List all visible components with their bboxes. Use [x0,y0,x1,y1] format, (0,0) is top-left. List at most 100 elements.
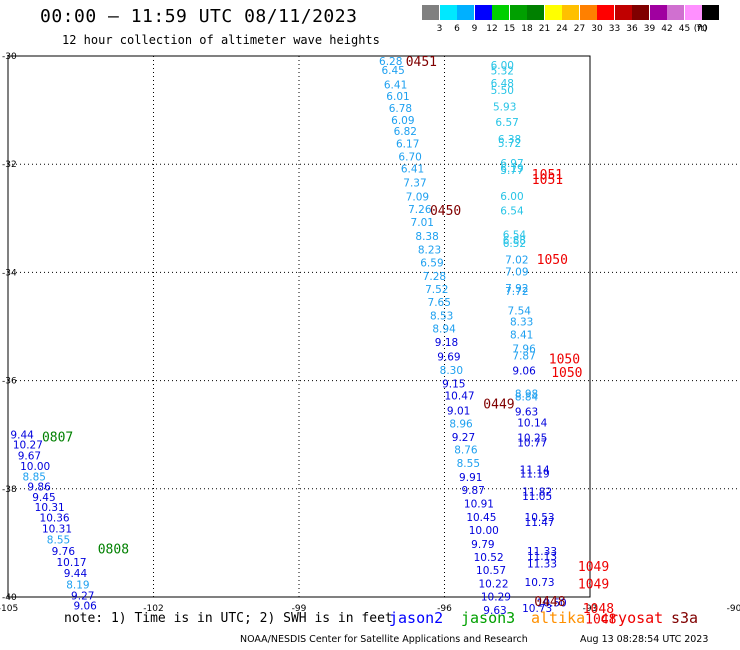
pass-time-label: 1051 [532,173,563,188]
wave-height-label: 8.98 [515,389,538,401]
wave-height-label: 10.57 [476,565,506,577]
wave-height-label: 6.41 [384,80,407,92]
legend-swatch [562,5,579,20]
wave-height-label: 6.57 [495,117,518,129]
wave-height-label: 9.79 [471,539,494,551]
wave-height-label: 5.77 [500,165,523,177]
legend-swatch [597,5,614,20]
wave-height-label: 8.94 [432,324,456,336]
y-tick-label: -30 [2,52,17,62]
wave-height-label: 8.96 [449,418,473,430]
legend-label: 21 [538,24,551,34]
wave-height-label: 8.41 [510,330,533,342]
pass-time-label: 0451 [406,55,437,70]
pass-time-label: 0450 [430,204,461,219]
wave-height-label: 10.00 [20,461,50,473]
wave-height-label: 11.13 [527,551,557,563]
wave-height-label: 10.53 [525,512,555,524]
wave-height-label: 10.17 [57,557,87,569]
wave-height-label: 8.55 [47,535,70,547]
legend-swatch [649,5,667,20]
page-title: 00:00 – 11:59 UTC 08/11/2023 [40,6,358,27]
wave-height-label: 9.06 [73,601,97,613]
y-tick-label: -34 [2,268,17,278]
wave-height-label: 7.54 [508,305,532,317]
wave-height-label: 7.02 [505,254,528,266]
wave-height-label: 9.44 [10,430,34,442]
wave-height-label: 5.50 [491,85,514,97]
wave-height-label: 9.06 [512,365,536,377]
legend-label: 18 [521,24,533,34]
legend-swatch [614,5,632,20]
footer-timestamp: Aug 13 08:28:54 UTC 2023 [580,634,709,645]
legend-swatch [439,5,457,20]
wave-height-label: 10.91 [464,498,494,510]
wave-height-label: 6.52 [503,238,526,250]
page-subtitle: 12 hour collection of altimeter wave hei… [62,33,380,47]
footer-note: note: 1) Time is in UTC; 2) SWH is in fe… [64,611,393,626]
wave-height-label: 7.87 [512,351,535,363]
wave-height-label: 5.93 [493,101,516,113]
legend-label: 42 [661,24,673,34]
satellite-legend-item: cryosat [600,609,664,627]
wave-height-label: 6.09 [391,115,414,127]
pass-time-label: 1050 [549,352,580,367]
wave-height-label: 8.84 [515,391,539,403]
legend-label: 6 [454,24,460,34]
wave-height-label: 6.19 [500,163,523,175]
wave-height-label: 6.59 [420,258,443,270]
pass-time-label: 0448 [534,595,565,610]
y-tick-label: -40 [2,593,17,603]
wave-height-label: 8.23 [418,245,441,257]
wave-height-label: 8.30 [440,365,463,377]
wave-height-label: 10.14 [517,417,547,429]
pass-time-label: 0807 [42,430,73,445]
wave-height-label: 9.76 [52,546,76,558]
x-tick-label: -99 [292,604,307,614]
wave-height-label: 5.32 [491,66,514,78]
wave-height-label: 10.52 [474,552,504,564]
wave-height-label: 11.19 [520,469,550,481]
wave-height-label: 6.70 [398,152,421,164]
wave-height-label: 7.37 [403,178,426,190]
legend-swatch [492,5,509,20]
wave-height-label: 11.47 [525,517,555,529]
x-tick-label: -96 [437,604,452,614]
wave-height-label: 10.45 [466,512,496,524]
legend-swatch [632,5,649,20]
satellite-legend-item: jason2 [389,609,444,627]
legend-label: 45 [678,24,691,34]
wave-height-label: 9.01 [447,405,470,417]
wave-height-label: 10.73 [525,577,555,589]
wave-height-label: 6.82 [394,126,417,138]
wave-height-label: 8.19 [66,580,89,592]
wave-height-label: 10.73 [522,603,552,615]
wave-height-label: 6.54 [503,230,527,242]
wave-height-label: 6.38 [498,134,521,146]
legend-swatch [579,5,597,20]
wave-height-label: 7.28 [423,271,446,283]
legend-label: 9 [471,24,478,34]
wave-height-label: 6.28 [379,56,402,68]
legend-unit: (ft) [693,24,708,34]
legend-swatch [509,5,527,20]
wave-height-label: 10.77 [517,437,547,449]
pass-time-label: 1048 [583,602,614,617]
wave-height-label: 9.67 [18,450,41,462]
wave-height-label: 6.00 [500,191,523,203]
legend-swatch [667,5,684,20]
wave-height-label: 7.09 [505,266,528,278]
legend-swatch [457,5,474,20]
wave-height-label: 5.72 [498,138,521,150]
satellite-legend-item: jason3 [461,609,516,627]
pass-time-label: 0808 [98,542,129,557]
y-tick-label: -36 [2,377,17,387]
pass-time-label: 1050 [551,366,582,381]
pass-time-label: 1048 [585,613,616,628]
wave-height-label: 9.45 [32,492,55,504]
satellite-legend-item: s3a [671,609,699,627]
legend-swatch [422,5,439,20]
wave-height-label: 10.29 [481,591,511,603]
wave-height-label: 10.22 [478,578,508,590]
wave-height-label: 7.01 [411,217,434,229]
